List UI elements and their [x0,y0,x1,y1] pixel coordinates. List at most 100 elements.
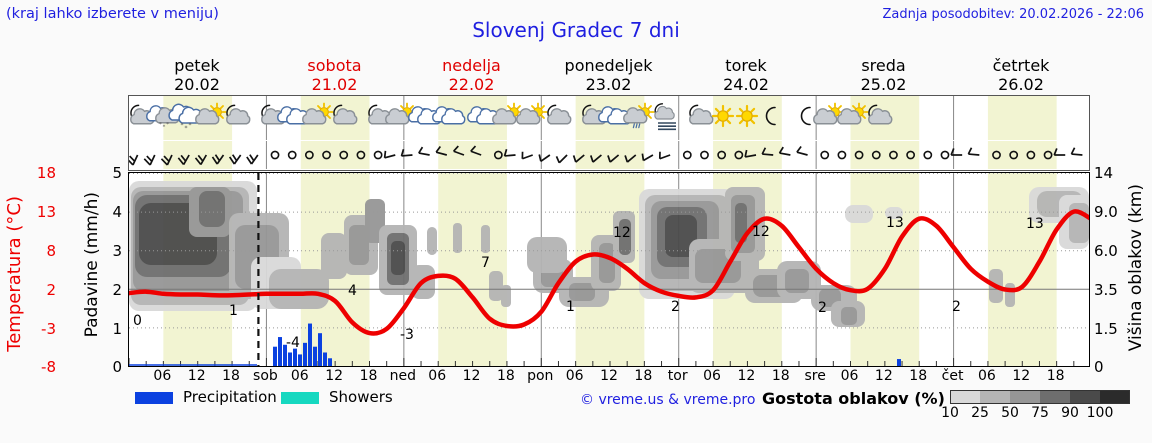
showers-legend-swatch [281,392,319,404]
day-date: 21.02 [311,75,358,94]
svg-text:*: * [189,122,192,129]
x-tick-label: 12 [874,368,893,384]
cloud-density-swatch [1070,390,1100,404]
meteogram-svg [129,173,1089,366]
temp-tick-m8: -8 [41,358,56,376]
day-name: nedelja [442,56,501,75]
temp-tick-2: 2 [46,281,56,299]
prec-tick-4: 4 [112,203,122,221]
cloud-density-tick: 25 [971,405,989,421]
precipitation-legend-label: Precipitation [183,388,277,406]
copyright-link[interactable]: © vreme.us & vreme.pro [580,392,756,408]
day-header-ponedeljek: ponedeljek 23.02 [540,56,677,94]
day-date: 26.02 [998,75,1044,94]
page-title: Slovenj Gradec 7 dni [472,18,680,42]
day-header-torek: torek 24.02 [677,56,815,94]
x-tick-label: 06 [565,368,584,384]
cloud-tick-3p5: 3.5 [1094,281,1118,299]
temp-tick-18: 18 [36,164,56,182]
x-tick-label: 18 [359,368,378,384]
cloud-density-tick: 100 [1086,405,1114,421]
x-tick-label: sob [253,368,278,384]
svg-text:*: * [159,122,162,128]
prec-tick-0: 0 [112,358,122,376]
day-header-sreda: sreda 25.02 [815,56,952,94]
svg-text:*: * [185,125,188,132]
wind-barb-strip [128,141,1090,171]
x-tick-label: 18 [1046,368,1065,384]
x-tick-label: 06 [703,368,721,384]
x-tick-label: 12 [325,368,344,384]
day-name: sreda [861,56,906,75]
prec-tick-1: 1 [112,320,122,338]
day-name: sobota [307,56,362,75]
x-tick-label: čet [941,368,964,384]
day-date: 25.02 [860,75,907,94]
svg-text:*: * [163,125,166,131]
cloud-density-tick: 75 [1031,405,1049,421]
weather-icon-strip: * * * * * * [128,95,1090,141]
x-tick-label: tor [667,368,688,384]
cloud-tick-9: 9.0 [1094,203,1118,221]
day-header-petek: petek 20.02 [128,56,266,94]
temp-tick-m3: -3 [41,320,56,338]
day-header-nedelja: nedelja 22.02 [403,56,540,94]
weather-icons-svg: * * * * * * [130,96,1057,140]
svg-text:*: * [181,122,184,129]
cloud-density-scale-outline [950,390,1130,404]
x-tick-label: ned [389,368,417,384]
cloud-density-legend-title: Gostota oblakov (%) [762,389,945,408]
cloud-tick-14: 14 [1094,164,1114,182]
precipitation-legend-swatch [135,392,173,404]
x-tick-label: 06 [153,368,172,384]
x-tick-label: pon [527,368,554,384]
x-tick-label: 18 [909,368,928,384]
day-date: 22.02 [448,75,495,94]
wind-barbs-svg [129,141,1083,169]
x-tick-label: 18 [222,368,240,384]
x-tick-label: 18 [634,368,653,384]
day-date: 20.02 [174,75,220,94]
x-tick-label: 12 [187,368,206,384]
cloud-density-tick: 10 [941,405,959,421]
x-tick-label: 18 [497,368,515,384]
svg-text:*: * [166,122,169,128]
x-tick-label: 12 [462,368,481,384]
x-tick-label: 06 [290,368,309,384]
x-tick-label: sre [804,368,826,384]
cloud-density-swatch [1010,390,1040,404]
x-tick-label: 06 [840,368,859,384]
day-date: 23.02 [585,75,632,94]
x-tick-label: 12 [600,368,618,384]
cloud-tick-1p5: 1.5 [1094,320,1118,338]
x-tick-label: 12 [1012,368,1031,384]
meteogram-plot [128,172,1090,367]
temp-tick-8: 8 [46,242,56,260]
day-name: četrtek [992,56,1050,75]
last-updated-text: Zadnja posodobitev: 20.02.2026 - 22:06 [882,7,1144,22]
prec-tick-3: 3 [112,242,122,260]
day-header-cetrtek: četrtek 26.02 [952,56,1090,94]
x-tick-label: 06 [978,368,996,384]
showers-legend-label: Showers [329,388,393,406]
day-name: torek [725,56,767,75]
day-name: ponedeljek [564,56,653,75]
x-tick-label: 18 [771,368,790,384]
cloud-tick-0: 0 [1094,358,1104,376]
cloud-density-swatch [1040,390,1070,404]
x-tick-label: 06 [428,368,447,384]
prec-tick-5: 5 [112,164,122,182]
cloud-density-tick: 90 [1061,405,1079,421]
prec-tick-2: 2 [112,281,122,299]
day-date: 24.02 [723,75,769,94]
day-name: petek [174,56,220,75]
menu-hint-text: (kraj lahko izberete v meniju) [6,6,219,22]
day-header-sobota: sobota 21.02 [266,56,403,94]
cloud-density-swatch [1100,390,1130,404]
cloud-density-tick: 50 [1001,405,1019,421]
cloud-density-swatch [980,390,1010,404]
x-tick-label: 12 [737,368,756,384]
temp-tick-13: 13 [36,203,56,221]
